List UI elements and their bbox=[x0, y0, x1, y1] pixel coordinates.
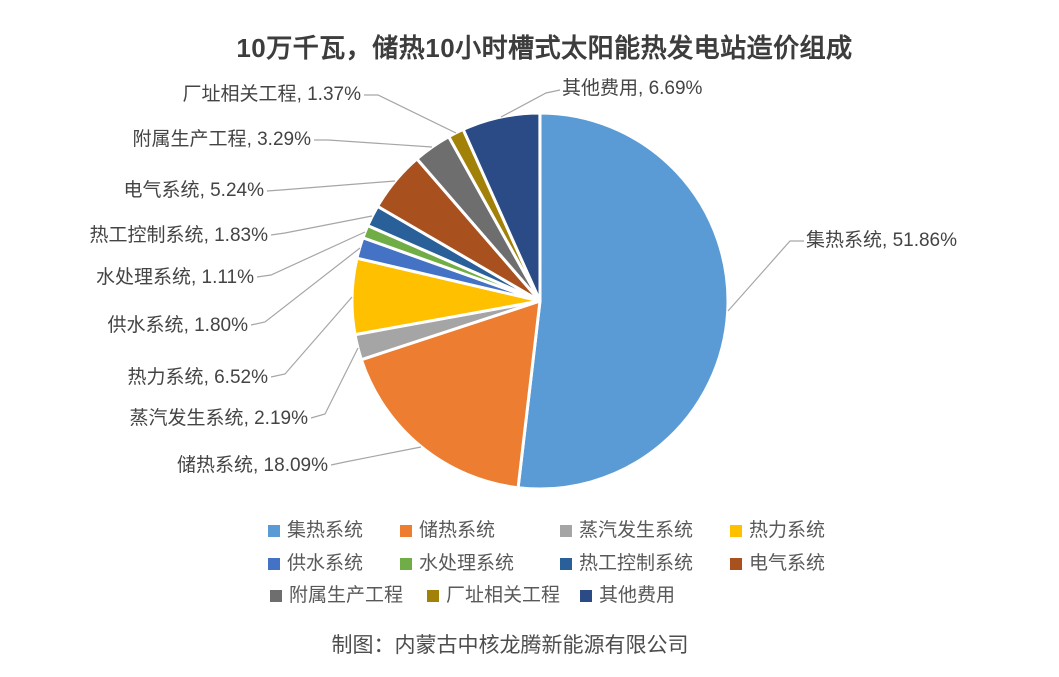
slice-label-name: 电气系统 bbox=[123, 180, 200, 201]
legend-swatch-icon bbox=[730, 558, 742, 570]
legend-label: 热力系统 bbox=[749, 520, 826, 541]
slice-label-value: , 6.52% bbox=[203, 367, 268, 388]
leader-line bbox=[266, 180, 396, 192]
slice-label-value: , 6.69% bbox=[638, 78, 703, 99]
legend-label: 附属生产工程 bbox=[289, 585, 404, 606]
legend-item-储热系统: 储热系统 bbox=[400, 521, 495, 541]
slice-label-name: 热工控制系统 bbox=[89, 225, 204, 246]
legend-swatch-icon bbox=[560, 558, 572, 570]
slice-label-name: 供水系统 bbox=[107, 315, 184, 336]
slice-label-name: 储热系统 bbox=[176, 455, 253, 476]
slice-label-value: , 1.83% bbox=[203, 225, 268, 246]
pie-slice-其他费用 bbox=[461, 111, 542, 303]
slice-label-热工控制系统: 热工控制系统, 1.83% bbox=[90, 225, 268, 247]
legend-item-集热系统: 集热系统 bbox=[268, 521, 363, 541]
leader-line bbox=[250, 247, 361, 326]
leader-line bbox=[256, 231, 366, 278]
legend-swatch-icon bbox=[400, 525, 412, 537]
slice-label-value: , 51.86% bbox=[882, 230, 958, 251]
slice-label-value: , 2.19% bbox=[243, 408, 308, 429]
slice-label-name: 水处理系统 bbox=[95, 267, 191, 288]
legend-label: 集热系统 bbox=[287, 520, 364, 541]
slice-label-name: 附属生产工程 bbox=[132, 129, 247, 150]
legend-swatch-icon bbox=[268, 558, 280, 570]
legend-label: 供水系统 bbox=[287, 553, 364, 574]
slice-label-蒸汽发生系统: 蒸汽发生系统, 2.19% bbox=[130, 408, 308, 430]
slice-label-value: , 18.09% bbox=[253, 455, 328, 476]
legend-label: 厂址相关工程 bbox=[446, 585, 561, 606]
legend-label: 电气系统 bbox=[749, 553, 826, 574]
legend-item-热力系统: 热力系统 bbox=[730, 521, 825, 541]
legend-label: 其他费用 bbox=[599, 585, 676, 606]
leader-line bbox=[310, 347, 359, 419]
slice-label-name: 其他费用 bbox=[562, 78, 639, 99]
slice-label-集热系统: 集热系统, 51.86% bbox=[806, 230, 957, 252]
chart-title: 10万千瓦，储热10小时槽式太阳能热发电站造价组成 bbox=[236, 33, 853, 63]
leader-line bbox=[314, 139, 433, 148]
leader-line bbox=[270, 296, 353, 378]
leader-line bbox=[364, 94, 457, 134]
slice-label-value: , 3.29% bbox=[246, 129, 311, 150]
legend-item-水处理系统: 水处理系统 bbox=[400, 554, 514, 574]
pie-slice-储热系统 bbox=[359, 299, 542, 490]
legend-item-附属生产工程: 附属生产工程 bbox=[270, 586, 403, 606]
legend-swatch-icon bbox=[560, 525, 572, 537]
legend-item-热工控制系统: 热工控制系统 bbox=[560, 554, 693, 574]
leader-line bbox=[330, 446, 422, 466]
slice-label-水处理系统: 水处理系统, 1.11% bbox=[96, 267, 254, 289]
credit-caption: 制图：内蒙古中核龙腾新能源有限公司 bbox=[331, 634, 689, 657]
legend-swatch-icon bbox=[268, 525, 280, 537]
legend-swatch-icon bbox=[730, 525, 742, 537]
legend-label: 储热系统 bbox=[419, 520, 496, 541]
legend-swatch-icon bbox=[270, 590, 282, 602]
slice-label-供水系统: 供水系统, 1.80% bbox=[108, 315, 248, 337]
legend-item-其他费用: 其他费用 bbox=[580, 586, 675, 606]
legend-item-蒸汽发生系统: 蒸汽发生系统 bbox=[560, 521, 693, 541]
pie-slice-集热系统 bbox=[516, 111, 730, 491]
slice-label-其他费用: 其他费用, 6.69% bbox=[562, 78, 702, 100]
legend-item-供水系统: 供水系统 bbox=[268, 554, 363, 574]
slice-label-厂址相关工程: 厂址相关工程, 1.37% bbox=[183, 84, 361, 106]
slice-label-value: , 1.11% bbox=[190, 267, 254, 288]
slice-label-name: 集热系统 bbox=[806, 230, 883, 251]
legend-label: 蒸汽发生系统 bbox=[579, 520, 694, 541]
legend-label: 水处理系统 bbox=[419, 553, 515, 574]
leader-line bbox=[270, 215, 373, 236]
slice-label-value: , 1.37% bbox=[296, 84, 361, 105]
slice-label-附属生产工程: 附属生产工程, 3.29% bbox=[133, 129, 311, 151]
slice-label-name: 热力系统 bbox=[127, 367, 204, 388]
slice-label-name: 蒸汽发生系统 bbox=[129, 408, 244, 429]
legend-swatch-icon bbox=[580, 590, 592, 602]
leader-line bbox=[727, 240, 804, 312]
slice-label-热力系统: 热力系统, 6.52% bbox=[128, 367, 268, 389]
legend-swatch-icon bbox=[427, 590, 439, 602]
slice-label-电气系统: 电气系统, 5.24% bbox=[124, 180, 264, 202]
slice-label-储热系统: 储热系统, 18.09% bbox=[177, 455, 328, 477]
legend-label: 热工控制系统 bbox=[579, 553, 694, 574]
leader-line bbox=[500, 89, 561, 118]
slice-label-value: , 5.24% bbox=[199, 180, 264, 201]
legend-item-厂址相关工程: 厂址相关工程 bbox=[427, 586, 560, 606]
legend-swatch-icon bbox=[400, 558, 412, 570]
slice-label-name: 厂址相关工程 bbox=[182, 84, 297, 105]
slice-label-value: , 1.80% bbox=[183, 315, 248, 336]
legend-item-电气系统: 电气系统 bbox=[730, 554, 825, 574]
